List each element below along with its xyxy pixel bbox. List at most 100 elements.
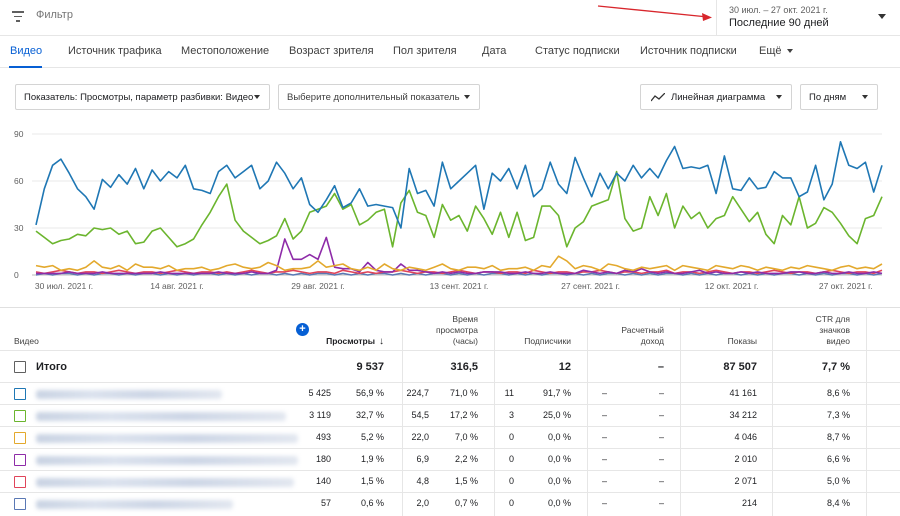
header-watch-time[interactable]: Время просмотра (часы) <box>436 314 478 347</box>
row-checkbox[interactable] <box>14 388 26 400</box>
filter-input[interactable] <box>36 9 336 21</box>
row-revenue: – <box>601 498 607 508</box>
column-divider <box>587 308 588 516</box>
row-ctr: 7,3 % <box>826 410 850 420</box>
header-watch-time-line: (часы) <box>452 336 478 346</box>
chevron-down-icon <box>776 95 782 99</box>
series-line-6 <box>35 272 883 276</box>
row-views: 5 425 <box>308 388 331 398</box>
row-views-pct: 0,6 % <box>360 498 384 508</box>
video-title-redacted[interactable] <box>36 412 286 421</box>
row-checkbox[interactable] <box>14 454 26 466</box>
table-row[interactable]: 3 119 32,7 % 54,5 17,2 % 3 25,0 % – – 34 212 7,3 … <box>0 404 900 426</box>
tab-location[interactable]: Местоположение <box>181 45 270 57</box>
tab-viewer-age[interactable]: Возраст зрителя <box>289 45 374 57</box>
x-tick-label: 30 июл. 2021 г. <box>35 281 93 291</box>
video-table: Видео + Просмотры ↓ Время просмотра (часы… <box>0 307 900 516</box>
header-watch-time-line: Время <box>452 314 478 324</box>
row-revenue-pct: – <box>658 476 664 486</box>
x-tick-label: 13 сент. 2021 г. <box>430 281 489 291</box>
tab-subscription-status[interactable]: Статус подписки <box>535 45 620 57</box>
add-column-button[interactable]: + <box>296 323 309 336</box>
table-row[interactable]: 140 1,5 % 4,8 1,5 % 0 0,0 % – – 2 071 5,0 % <box>0 470 900 492</box>
row-views: 140 <box>315 476 331 486</box>
header-ctr-line: значков <box>819 325 850 335</box>
video-title-redacted[interactable] <box>36 456 298 465</box>
row-subscribers-pct: 0,0 % <box>547 432 571 442</box>
column-divider <box>866 308 867 516</box>
header-ctr-line: видео <box>826 336 850 346</box>
chart-type-label: Линейная диаграмма <box>671 92 766 103</box>
video-title-redacted[interactable] <box>36 434 298 443</box>
tab-subscription-source[interactable]: Источник подписки <box>640 45 737 57</box>
total-ctr: 7,7 % <box>821 361 850 373</box>
row-subscribers: 0 <box>508 454 514 464</box>
row-ctr: 8,4 % <box>826 498 850 508</box>
header-views-label: Просмотры <box>326 336 375 346</box>
chevron-down-icon <box>254 95 260 99</box>
row-revenue-pct: – <box>658 498 664 508</box>
row-views-pct: 56,9 % <box>355 388 384 398</box>
row-impressions: 34 212 <box>729 410 757 420</box>
date-range-dates: 30 июл. – 27 окт. 2021 г. <box>729 5 828 15</box>
row-impressions: 2 071 <box>734 476 757 486</box>
header-ctr[interactable]: CTR для значков видео <box>816 314 850 347</box>
row-views: 57 <box>320 498 331 508</box>
row-views-pct: 32,7 % <box>355 410 384 420</box>
row-checkbox[interactable] <box>14 432 26 444</box>
tab-traffic-source[interactable]: Источник трафика <box>68 45 162 57</box>
video-title-redacted[interactable] <box>36 478 294 487</box>
views-line-chart: 0 30 60 90 30 июл. 2021 г. 14 авг. 2021 г. 29 … <box>14 129 883 291</box>
total-impressions: 87 507 <box>723 361 757 373</box>
row-checkbox[interactable] <box>14 476 26 488</box>
metric-dropdown-label: Показатель: Просмотры, параметр разбивки… <box>24 92 254 103</box>
header-revenue-line: доход <box>640 336 664 346</box>
metric-dropdown[interactable]: Показатель: Просмотры, параметр разбивки… <box>15 84 270 110</box>
tab-viewer-gender[interactable]: Пол зрителя <box>393 45 457 57</box>
date-range-picker[interactable]: 30 июл. – 27 окт. 2021 г. Последние 90 д… <box>716 0 900 36</box>
tab-date[interactable]: Дата <box>482 45 507 57</box>
header-revenue[interactable]: Расчетный доход <box>621 325 664 347</box>
row-checkbox[interactable] <box>14 410 26 422</box>
tab-bar: Видео Источник трафика Местоположение Во… <box>0 36 900 68</box>
row-checkbox[interactable] <box>14 498 26 510</box>
row-views-pct: 1,9 % <box>360 454 384 464</box>
row-checkbox[interactable] <box>14 361 26 373</box>
row-watch-time: 22,0 <box>411 432 429 442</box>
table-row[interactable]: 180 1,9 % 6,9 2,2 % 0 0,0 % – – 2 010 6,6 % <box>0 448 900 470</box>
row-revenue: – <box>601 476 607 486</box>
row-ctr: 5,0 % <box>826 476 850 486</box>
header-impressions[interactable]: Показы <box>727 336 757 346</box>
header-subscribers[interactable]: Подписчики <box>524 336 571 346</box>
total-watch-time: 316,5 <box>450 361 478 373</box>
y-tick-label: 30 <box>14 223 24 233</box>
table-row[interactable]: 57 0,6 % 2,0 0,7 % 0 0,0 % – – 214 8,4 % <box>0 492 900 514</box>
tab-more[interactable]: Ещё <box>759 45 793 57</box>
secondary-metric-dropdown[interactable]: Выберите дополнительный показатель <box>278 84 480 110</box>
row-ctr: 8,6 % <box>826 388 850 398</box>
header-watch-time-line: просмотра <box>435 325 478 335</box>
series-line-3 <box>35 255 883 272</box>
row-subscribers: 0 <box>508 476 514 486</box>
interval-dropdown[interactable]: По дням <box>800 84 878 110</box>
table-row[interactable]: 5 425 56,9 % 224,7 71,0 % 11 91,7 % – – 41 161 8,… <box>0 382 900 404</box>
header-views[interactable]: Просмотры ↓ <box>326 336 384 347</box>
row-views: 180 <box>315 454 331 464</box>
video-title-redacted[interactable] <box>36 500 233 509</box>
row-revenue-pct: – <box>658 454 664 464</box>
video-title-redacted[interactable] <box>36 390 222 399</box>
row-subscribers-pct: 25,0 % <box>542 410 571 420</box>
tab-video[interactable]: Видео <box>10 45 43 57</box>
row-revenue: – <box>601 454 607 464</box>
table-row[interactable]: 493 5,2 % 22,0 7,0 % 0 0,0 % – – 4 046 8,7 % <box>0 426 900 448</box>
row-revenue: – <box>601 432 607 442</box>
row-views-pct: 5,2 % <box>360 432 384 442</box>
row-subscribers: 0 <box>508 498 514 508</box>
chart-type-dropdown[interactable]: Линейная диаграмма <box>640 84 792 110</box>
row-watch-time: 6,9 <box>416 454 429 464</box>
y-tick-label: 0 <box>14 270 19 280</box>
row-revenue: – <box>601 410 607 420</box>
x-tick-label: 27 сент. 2021 г. <box>561 281 620 291</box>
x-tick-label: 29 авг. 2021 г. <box>291 281 345 291</box>
filter-icon[interactable] <box>12 11 24 23</box>
